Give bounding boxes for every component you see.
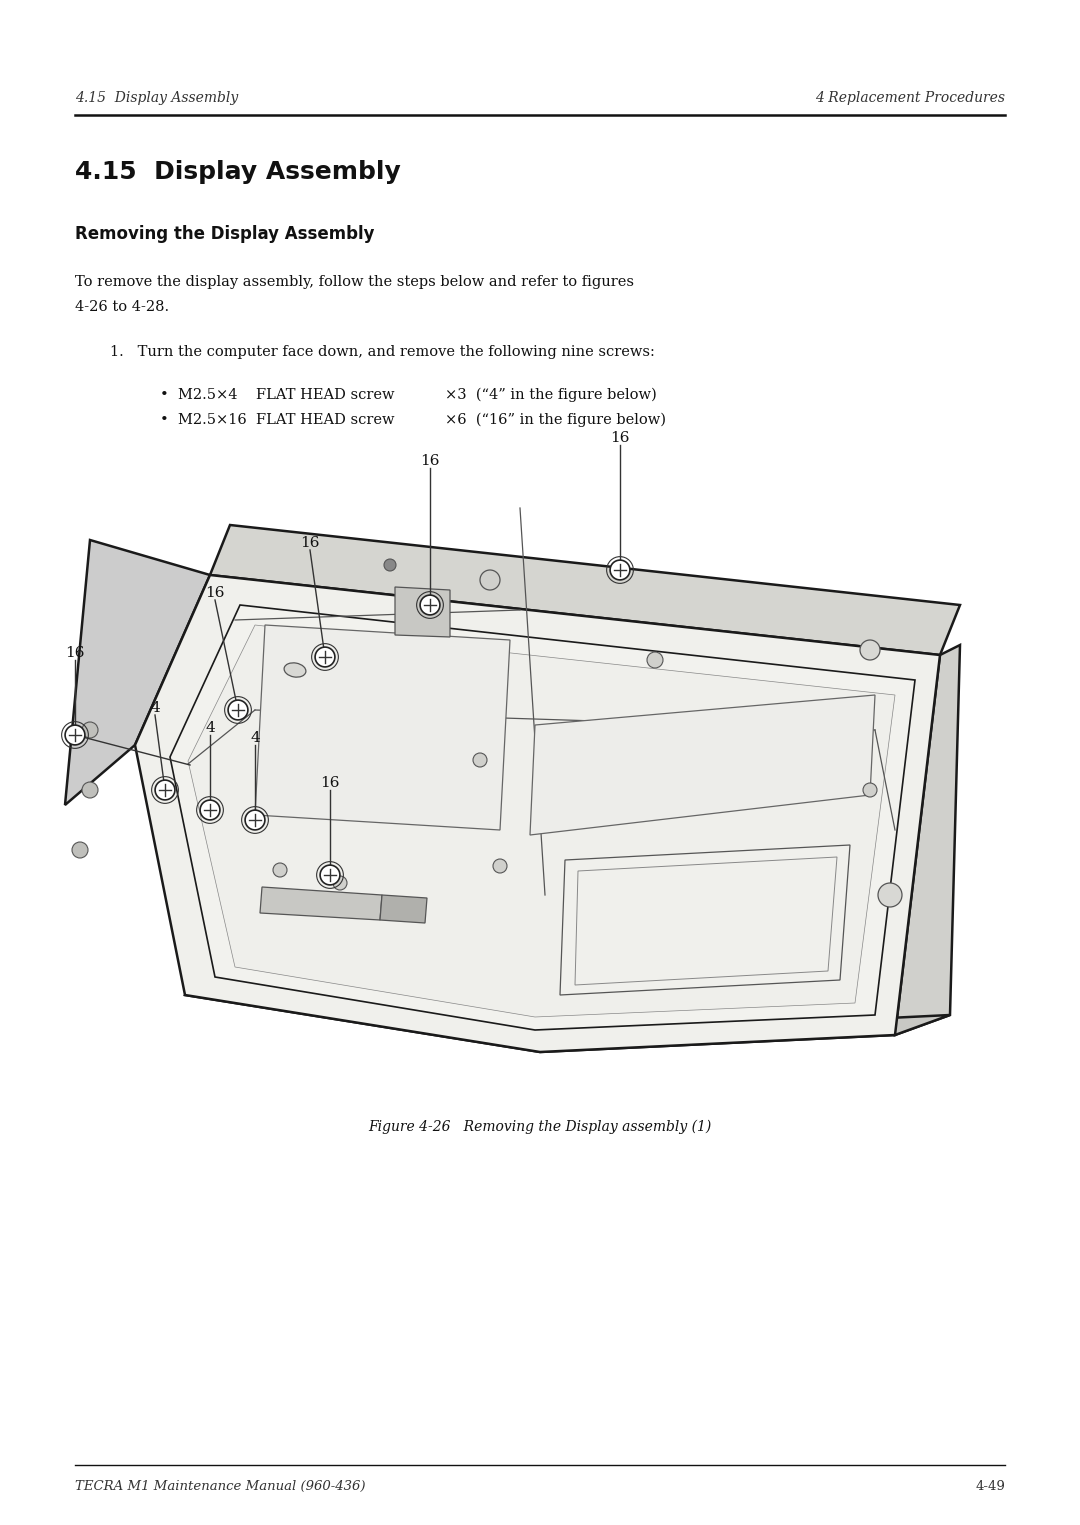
Circle shape bbox=[245, 810, 265, 830]
Text: •  M2.5×16  FLAT HEAD screw: • M2.5×16 FLAT HEAD screw bbox=[160, 413, 394, 427]
Polygon shape bbox=[561, 845, 850, 994]
Text: •  M2.5×4    FLAT HEAD screw: • M2.5×4 FLAT HEAD screw bbox=[160, 387, 394, 403]
Polygon shape bbox=[255, 625, 510, 830]
Circle shape bbox=[863, 782, 877, 798]
Circle shape bbox=[420, 595, 440, 615]
Polygon shape bbox=[380, 895, 427, 923]
Polygon shape bbox=[188, 625, 895, 1017]
Text: ×3  (“4” in the figure below): ×3 (“4” in the figure below) bbox=[445, 387, 657, 403]
Circle shape bbox=[473, 753, 487, 767]
Circle shape bbox=[156, 781, 175, 801]
Text: 16: 16 bbox=[65, 647, 84, 660]
Text: 16: 16 bbox=[420, 454, 440, 468]
Circle shape bbox=[273, 863, 287, 877]
Polygon shape bbox=[185, 974, 950, 1052]
Circle shape bbox=[200, 801, 220, 820]
Circle shape bbox=[878, 883, 902, 907]
Text: 4.15  Display Assembly: 4.15 Display Assembly bbox=[75, 160, 401, 185]
Text: 4-49: 4-49 bbox=[975, 1479, 1005, 1493]
Polygon shape bbox=[395, 587, 450, 637]
Polygon shape bbox=[65, 540, 210, 805]
Polygon shape bbox=[170, 605, 915, 1029]
Polygon shape bbox=[895, 645, 960, 1035]
Polygon shape bbox=[210, 525, 960, 656]
Circle shape bbox=[82, 782, 98, 798]
Text: 16: 16 bbox=[300, 535, 320, 551]
Circle shape bbox=[320, 865, 340, 884]
Ellipse shape bbox=[284, 663, 306, 677]
Circle shape bbox=[492, 859, 507, 872]
Text: 4: 4 bbox=[150, 702, 160, 715]
Text: ×6  (“16” in the figure below): ×6 (“16” in the figure below) bbox=[445, 413, 666, 427]
Circle shape bbox=[82, 721, 98, 738]
Text: 4 Replacement Procedures: 4 Replacement Procedures bbox=[815, 92, 1005, 105]
Text: 16: 16 bbox=[205, 586, 225, 599]
Text: 4-26 to 4-28.: 4-26 to 4-28. bbox=[75, 300, 170, 314]
Polygon shape bbox=[135, 575, 940, 1052]
Circle shape bbox=[65, 724, 85, 744]
Circle shape bbox=[384, 560, 396, 570]
Circle shape bbox=[228, 700, 248, 720]
Text: Removing the Display Assembly: Removing the Display Assembly bbox=[75, 226, 375, 242]
Circle shape bbox=[333, 875, 347, 891]
Text: 16: 16 bbox=[321, 776, 340, 790]
Text: 16: 16 bbox=[610, 432, 630, 445]
Circle shape bbox=[480, 570, 500, 590]
Polygon shape bbox=[260, 888, 382, 920]
Text: To remove the display assembly, follow the steps below and refer to figures: To remove the display assembly, follow t… bbox=[75, 274, 634, 290]
Circle shape bbox=[72, 842, 87, 859]
Text: 1.   Turn the computer face down, and remove the following nine screws:: 1. Turn the computer face down, and remo… bbox=[110, 345, 654, 358]
Text: Figure 4-26   Removing the Display assembly (1): Figure 4-26 Removing the Display assembl… bbox=[368, 1119, 712, 1135]
Text: 4.15  Display Assembly: 4.15 Display Assembly bbox=[75, 92, 239, 105]
Circle shape bbox=[315, 647, 335, 666]
Circle shape bbox=[610, 560, 630, 580]
Circle shape bbox=[647, 653, 663, 668]
Circle shape bbox=[860, 640, 880, 660]
Text: 4: 4 bbox=[205, 721, 215, 735]
Text: TECRA M1 Maintenance Manual (960-436): TECRA M1 Maintenance Manual (960-436) bbox=[75, 1479, 365, 1493]
Polygon shape bbox=[530, 695, 875, 836]
Text: 4: 4 bbox=[251, 730, 260, 746]
